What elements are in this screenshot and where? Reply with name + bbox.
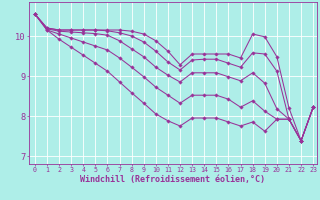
X-axis label: Windchill (Refroidissement éolien,°C): Windchill (Refroidissement éolien,°C) bbox=[80, 175, 265, 184]
